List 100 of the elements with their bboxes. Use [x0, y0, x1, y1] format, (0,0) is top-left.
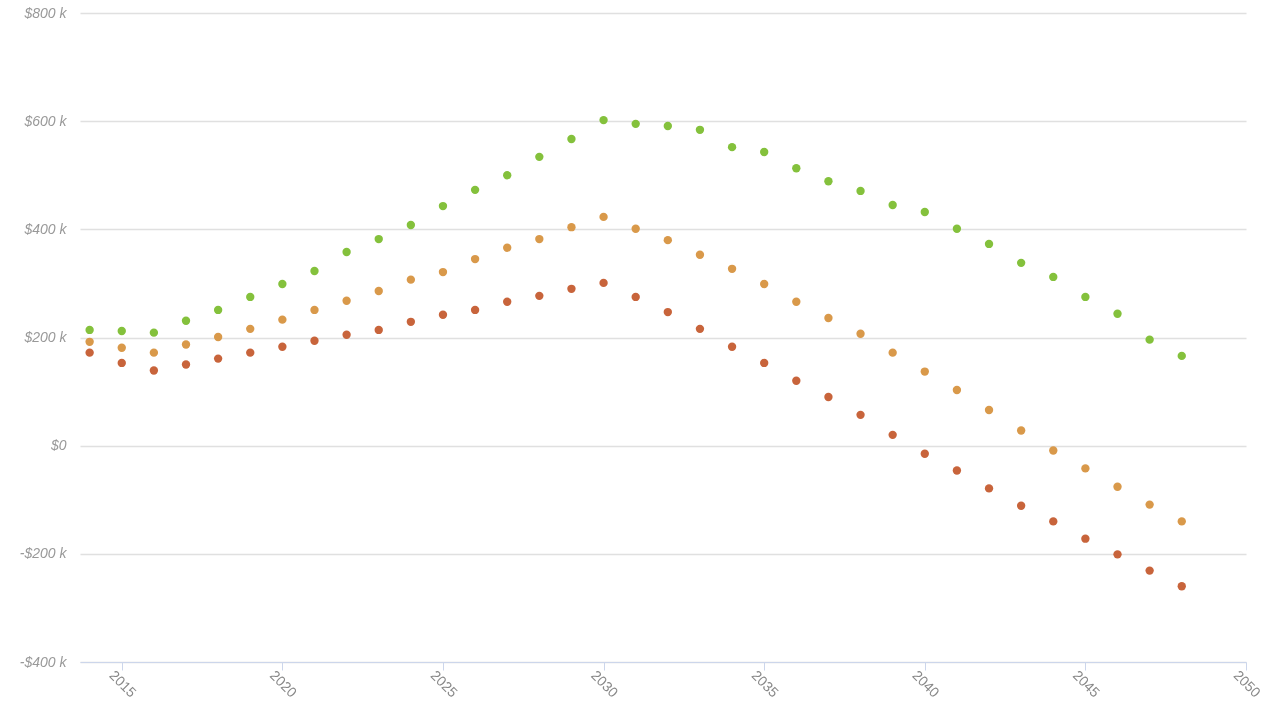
point [663, 307, 672, 317]
point [535, 234, 544, 244]
point [727, 142, 737, 152]
point [535, 291, 544, 301]
point [695, 250, 705, 259]
point [1177, 351, 1186, 361]
point [342, 330, 351, 339]
point [374, 325, 383, 335]
y-tick-label: $200 k [23, 329, 68, 345]
point [117, 343, 126, 352]
point [213, 305, 223, 315]
point [310, 305, 319, 315]
point [117, 326, 126, 336]
point [599, 212, 608, 222]
point [856, 329, 865, 338]
point [631, 224, 640, 233]
point [856, 186, 865, 196]
point [952, 466, 962, 475]
point [246, 292, 255, 302]
point [213, 332, 223, 342]
point [631, 292, 640, 302]
point [149, 348, 159, 357]
point [246, 324, 255, 334]
point [310, 266, 319, 276]
point [792, 297, 801, 306]
point [920, 207, 929, 217]
point [1081, 464, 1090, 473]
point [406, 275, 416, 284]
point [663, 235, 672, 245]
point [760, 358, 769, 368]
point [920, 449, 929, 458]
point [567, 284, 576, 293]
point [181, 316, 191, 325]
point [856, 410, 865, 420]
point [824, 392, 833, 402]
point [1145, 566, 1154, 575]
point [984, 405, 994, 415]
point [535, 152, 544, 162]
point [310, 336, 319, 345]
point [1049, 446, 1058, 455]
point [149, 328, 159, 337]
point [695, 125, 705, 134]
point [1177, 582, 1186, 591]
point [85, 337, 94, 346]
point [984, 239, 994, 249]
point [1113, 482, 1122, 491]
y-tick-label: $0 [49, 437, 67, 454]
point [1016, 426, 1026, 435]
point [920, 367, 929, 376]
point [117, 358, 126, 368]
point [278, 315, 287, 324]
point [1145, 335, 1154, 344]
point [1081, 292, 1090, 302]
point [792, 164, 801, 173]
point [1049, 272, 1058, 282]
point [213, 354, 223, 363]
point [1016, 501, 1026, 510]
point [181, 360, 191, 369]
point [888, 348, 897, 357]
y-tick-label: $800 k [23, 4, 68, 21]
y-tick-label: $600 k [23, 112, 68, 129]
point [149, 366, 159, 375]
point [181, 340, 191, 349]
point [952, 385, 962, 395]
point [1177, 517, 1186, 526]
y-tick-label: -$400 k [19, 653, 68, 670]
point [824, 313, 833, 323]
point [1113, 309, 1122, 318]
point [695, 324, 705, 334]
point [1016, 258, 1026, 268]
point [727, 264, 737, 273]
point [567, 223, 576, 232]
point [631, 119, 640, 129]
point [470, 254, 480, 264]
y-tick-label: -$200 k [19, 545, 68, 562]
point [85, 325, 94, 335]
point [246, 348, 255, 357]
point [438, 310, 448, 319]
point [374, 286, 383, 296]
y-tick-label: $400 k [23, 220, 68, 237]
point [599, 278, 608, 288]
point [342, 247, 351, 257]
point [503, 171, 512, 180]
point [567, 134, 576, 144]
point [824, 177, 833, 186]
point [406, 317, 416, 326]
point [760, 279, 769, 289]
point [470, 305, 480, 315]
point [984, 484, 994, 493]
point [438, 267, 448, 277]
point [278, 342, 287, 351]
point [599, 115, 608, 125]
point [663, 121, 672, 131]
point [470, 185, 480, 195]
point [792, 376, 801, 385]
point [727, 342, 737, 351]
point [1113, 550, 1122, 559]
point [406, 220, 416, 230]
point [278, 279, 287, 289]
point [888, 430, 897, 440]
